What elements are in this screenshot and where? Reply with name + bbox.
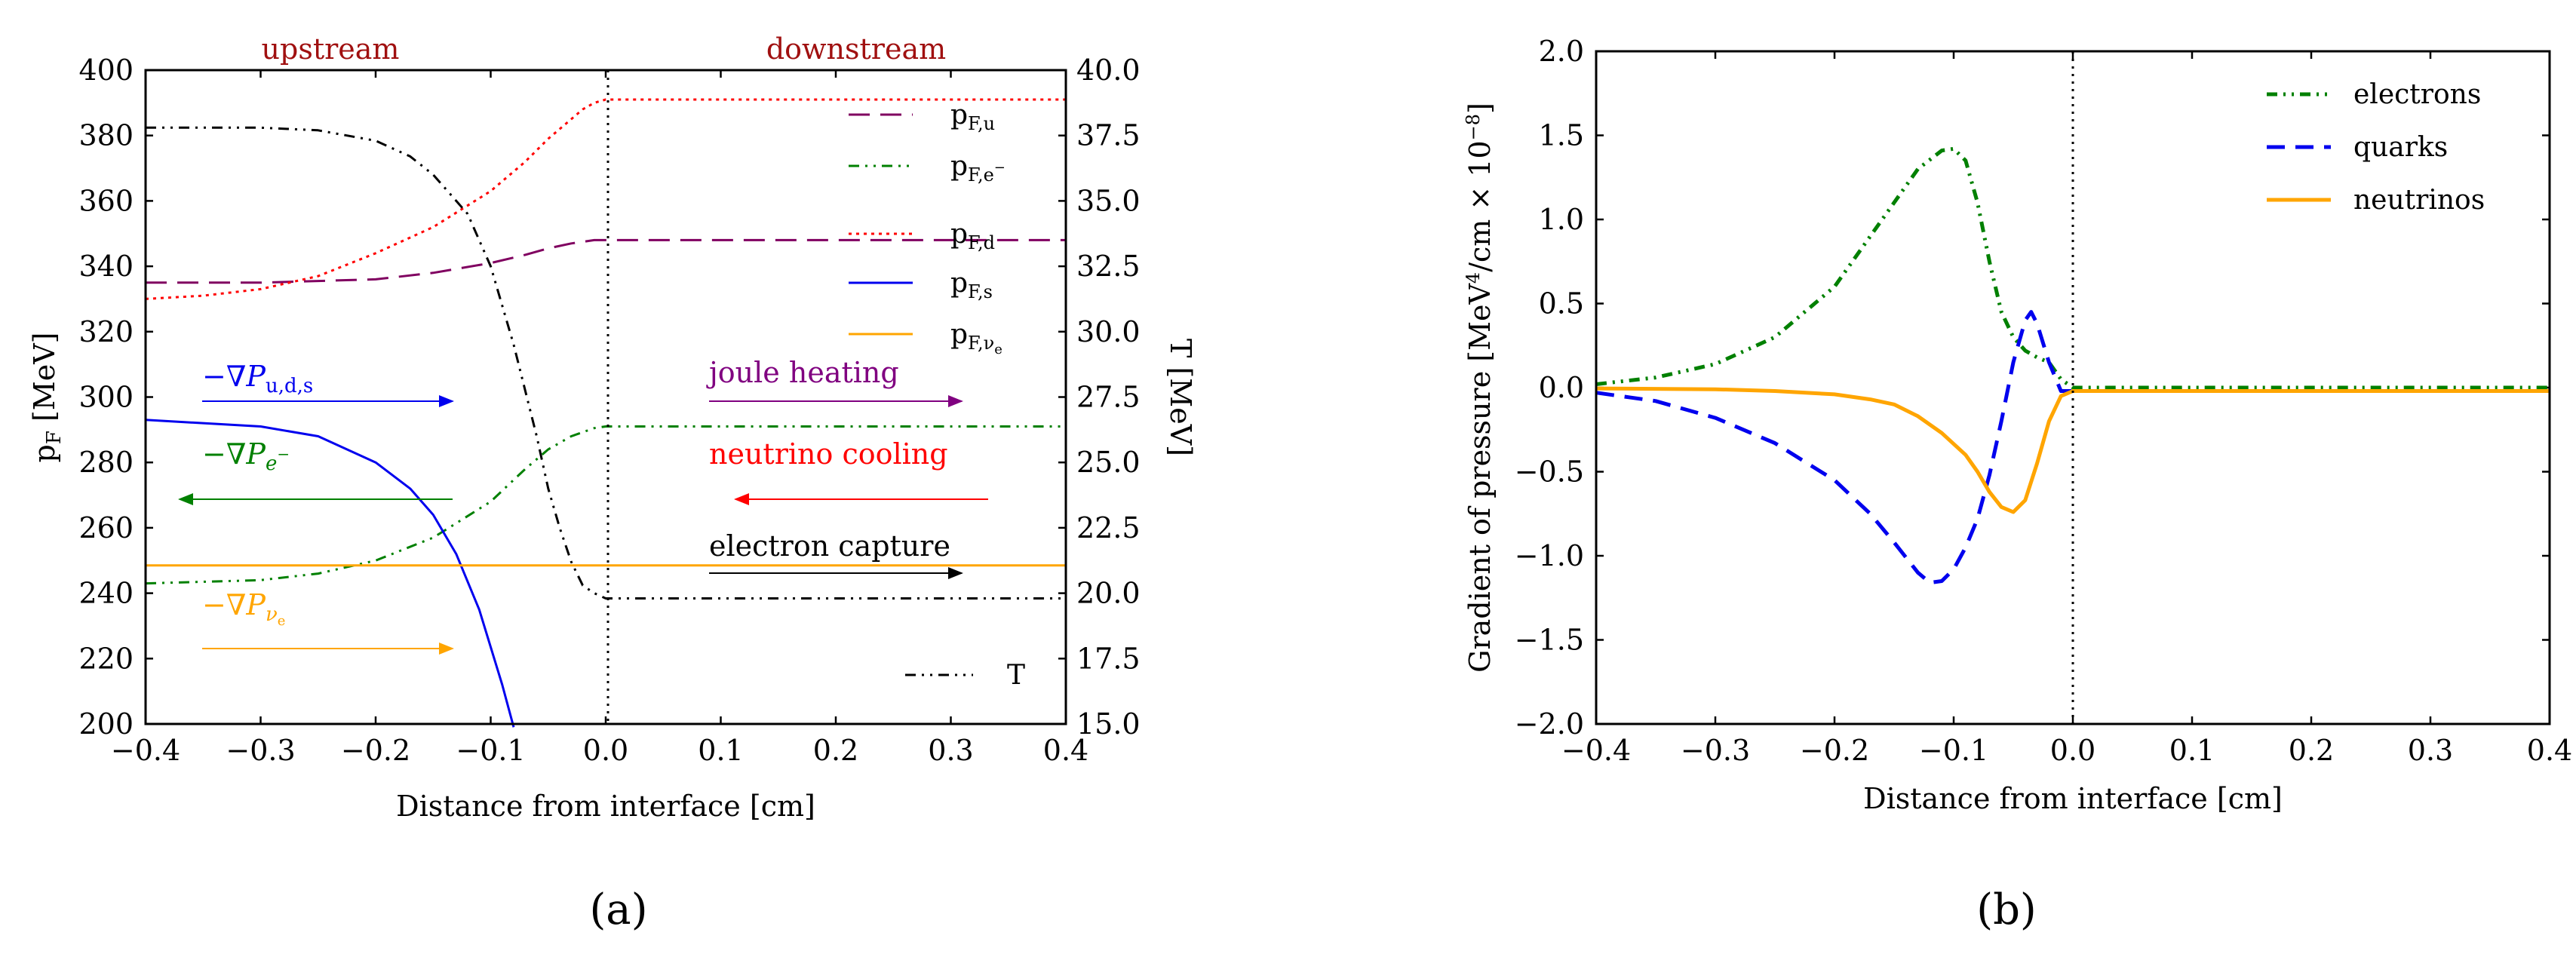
y-tick-label: 2.0 [1539, 35, 1584, 68]
legend-a-label-pfnu: pF,νe [950, 319, 1002, 357]
y-tick-label: 260 [78, 511, 134, 544]
annotation-neutrino-cooling: neutrino cooling [709, 437, 948, 471]
chart-b-plot-frame [1595, 50, 2551, 725]
y-tick-label: 360 [78, 184, 134, 217]
chart-b-grid-ticks: −0.4 −0.3 −0.2 −0.1 0.0 0.1 0.2 0.3 0.4 −2.0 −1.5 −… [1515, 35, 2573, 767]
region-label-downstream: downstream [766, 32, 946, 66]
region-label-upstream: upstream [262, 32, 400, 66]
annotation-electron-capture: electron capture [709, 529, 950, 563]
chart-a-xlabel: Distance from interface [cm] [396, 790, 815, 823]
y-tick-label: −0.5 [1515, 455, 1584, 489]
y-tick-label: 0.5 [1539, 287, 1584, 321]
chart-a-series [145, 98, 1066, 728]
chart-b-ylabel: Gradient of pressure [MeV4/cm × 10−8] [1463, 103, 1497, 673]
x-tick-label: −0.4 [111, 734, 180, 767]
x-tick-label: −0.4 [1561, 734, 1631, 767]
chart-b-xlabel: Distance from interface [cm] [1863, 782, 2283, 815]
y-tick-label: −1.5 [1515, 624, 1584, 657]
annotation-grad-pnu: −∇Pνe [202, 588, 285, 629]
series-line-electrons [1595, 146, 2550, 390]
y-tick-label: 300 [78, 381, 134, 414]
y2-tick-label: 25.0 [1076, 446, 1141, 479]
chart-b-series [1595, 146, 2550, 585]
legend-a-label-pfe: pF,e− [950, 151, 1006, 186]
annotation-joule-heating: joule heating [706, 356, 899, 389]
y2-tick-label: 27.5 [1076, 381, 1141, 414]
x-tick-label: 0.4 [1043, 734, 1088, 767]
x-tick-label: −0.3 [226, 734, 295, 767]
y2-tick-label: 17.5 [1076, 642, 1141, 675]
series-line-neutrinos [1595, 386, 2550, 514]
y-tick-label: 1.0 [1539, 203, 1584, 236]
panel-label-a: (a) [589, 885, 647, 934]
chart-a-grid-ticks: −0.4 −0.3 −0.2 −0.1 0.0 0.1 0.2 0.3 0.4 200 220 240… [78, 54, 1140, 767]
y2-tick-label: 20.0 [1076, 577, 1141, 610]
x-tick-label: 0.2 [2289, 734, 2334, 767]
legend-b-label-quarks: quarks [2353, 132, 2448, 163]
chart-a: −0.4 −0.3 −0.2 −0.1 0.0 0.1 0.2 0.3 0.4 200 220 240… [28, 32, 1197, 934]
y-tick-label: 320 [78, 315, 134, 348]
x-tick-label: 0.1 [2169, 734, 2215, 767]
series-line-t [146, 126, 1066, 600]
x-tick-label: −0.1 [1919, 734, 1988, 767]
y2-tick-label: 35.0 [1076, 184, 1141, 217]
panel-label-b: (b) [1976, 885, 2037, 934]
x-tick-label: −0.2 [341, 734, 410, 767]
y-tick-label: 380 [78, 119, 134, 152]
chart-a-ylabel: pF [MeV] [28, 333, 66, 463]
annotation-grad-pu: −∇Pu,d,s [202, 360, 313, 397]
chart-a-plot-frame [144, 69, 1067, 725]
series-line-p-f-u [146, 238, 1066, 284]
legend-a-label-pfd: pF,d [950, 219, 995, 253]
y-tick-label: −1.0 [1515, 539, 1584, 572]
x-tick-label: 0.1 [698, 734, 743, 767]
chart-a-legend: pF,u pF,e− pF,d pF,s pF,νe T [849, 100, 1025, 691]
series-line-p-f-s [145, 419, 515, 728]
chart-b: −0.4 −0.3 −0.2 −0.1 0.0 0.1 0.2 0.3 0.4 −2.0 −1.5 −… [1463, 35, 2572, 934]
y2-tick-label: 30.0 [1076, 315, 1141, 348]
legend-a-label-pfu: pF,u [950, 100, 995, 134]
series-line-quarks [1595, 310, 2550, 585]
chart-a-y2label: T [MeV] [1164, 339, 1197, 456]
y-tick-label: −2.0 [1515, 707, 1584, 741]
y2-tick-label: 40.0 [1076, 54, 1141, 87]
y2-tick-label: 37.5 [1076, 119, 1141, 152]
y-tick-label: 200 [78, 707, 134, 741]
y2-tick-label: 22.5 [1076, 511, 1141, 544]
x-tick-label: 0.4 [2527, 734, 2572, 767]
x-tick-label: 0.0 [2050, 734, 2095, 767]
x-tick-label: 0.0 [583, 734, 628, 767]
y-tick-label: 400 [78, 54, 134, 87]
x-tick-label: −0.2 [1800, 734, 1869, 767]
y2-tick-label: 32.5 [1076, 250, 1141, 283]
y-tick-label: 340 [78, 250, 134, 283]
x-tick-label: −0.1 [456, 734, 525, 767]
y-tick-label: 280 [78, 446, 134, 479]
legend-b-label-neutrinos: neutrinos [2353, 185, 2485, 216]
y-tick-label: 220 [78, 642, 134, 675]
chart-a-annotations: −∇Pu,d,s −∇Pe− −∇Pνe joule heating neutr… [178, 356, 988, 655]
annotation-grad-pe: −∇Pe− [202, 437, 290, 475]
y-tick-label: 1.5 [1539, 119, 1584, 152]
legend-b-label-electrons: electrons [2353, 79, 2481, 110]
x-tick-label: 0.2 [813, 734, 858, 767]
chart-b-legend: electrons quarks neutrinos [2267, 79, 2485, 216]
y-tick-label: 240 [78, 577, 134, 610]
x-tick-label: 0.3 [928, 734, 973, 767]
legend-a-label-t: T [1007, 660, 1025, 691]
legend-a-label-pfs: pF,s [950, 268, 993, 302]
x-tick-label: −0.3 [1681, 734, 1750, 767]
y2-tick-label: 15.0 [1076, 707, 1141, 741]
x-tick-label: 0.3 [2408, 734, 2453, 767]
y-tick-label: 0.0 [1539, 371, 1584, 404]
